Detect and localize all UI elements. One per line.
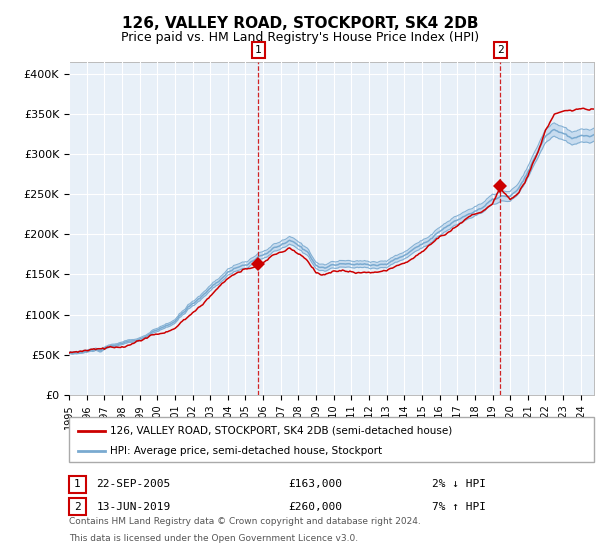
Text: 126, VALLEY ROAD, STOCKPORT, SK4 2DB: 126, VALLEY ROAD, STOCKPORT, SK4 2DB [122, 16, 478, 31]
Text: £163,000: £163,000 [288, 479, 342, 489]
Text: 2: 2 [74, 502, 81, 512]
Text: Contains HM Land Registry data © Crown copyright and database right 2024.: Contains HM Land Registry data © Crown c… [69, 517, 421, 526]
Text: HPI: Average price, semi-detached house, Stockport: HPI: Average price, semi-detached house,… [110, 446, 382, 456]
Text: Price paid vs. HM Land Registry's House Price Index (HPI): Price paid vs. HM Land Registry's House … [121, 31, 479, 44]
Text: 2% ↓ HPI: 2% ↓ HPI [432, 479, 486, 489]
Text: £260,000: £260,000 [288, 502, 342, 512]
Text: 7% ↑ HPI: 7% ↑ HPI [432, 502, 486, 512]
Text: 126, VALLEY ROAD, STOCKPORT, SK4 2DB (semi-detached house): 126, VALLEY ROAD, STOCKPORT, SK4 2DB (se… [110, 426, 452, 436]
Text: 13-JUN-2019: 13-JUN-2019 [97, 502, 171, 512]
Text: 22-SEP-2005: 22-SEP-2005 [97, 479, 171, 489]
Text: This data is licensed under the Open Government Licence v3.0.: This data is licensed under the Open Gov… [69, 534, 358, 543]
Text: 1: 1 [74, 479, 81, 489]
Text: 1: 1 [255, 45, 262, 55]
Text: 2: 2 [497, 45, 504, 55]
